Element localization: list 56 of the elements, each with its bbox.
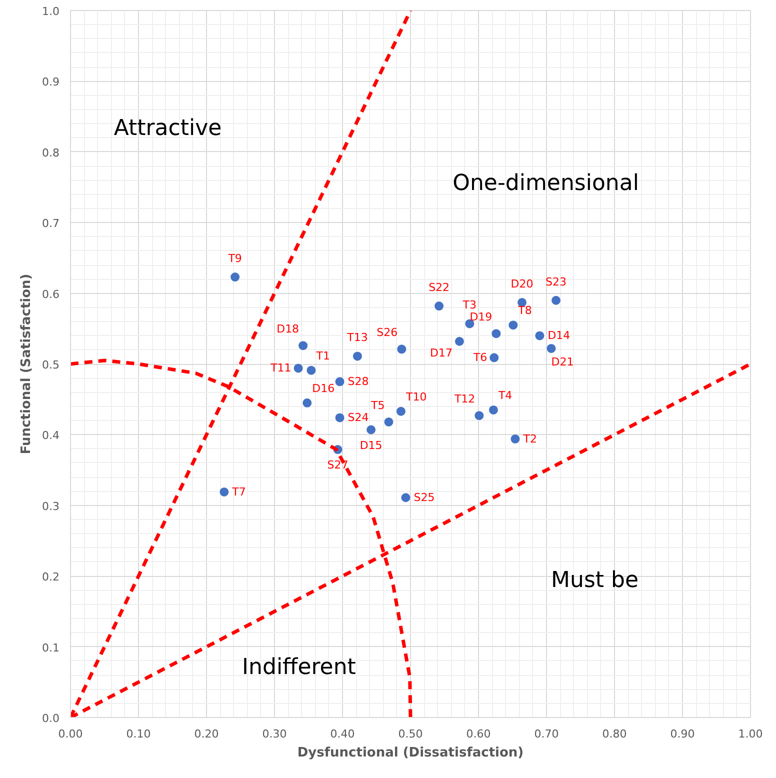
annotation: T10 — [404, 390, 427, 404]
y-tick-label: 0.3 — [42, 500, 60, 513]
annotation: T13 — [346, 331, 368, 344]
annotation: D21 — [551, 355, 574, 368]
annotation: T8 — [517, 304, 532, 318]
annotation: D14 — [548, 329, 570, 342]
annotation: D19 — [470, 310, 492, 324]
annotation: D15 — [360, 438, 382, 452]
annotation: D20 — [510, 277, 534, 290]
y-tick-label: 0.1 — [42, 641, 60, 654]
annotation: One-dimensional — [452, 171, 639, 196]
x-tick-label: 0.60 — [466, 728, 491, 740]
annotation: S26 — [376, 326, 398, 340]
annotation: D16 — [312, 382, 335, 395]
annotation: Indifferent — [242, 654, 356, 680]
y-tick-label: 1.0 — [42, 5, 60, 18]
annotation: Attractive — [114, 116, 222, 142]
x-tick-label: 0.50 — [398, 728, 423, 740]
annotation: D17 — [430, 346, 452, 360]
annotation: T2 — [522, 432, 537, 446]
x-tick-label: 0.90 — [670, 728, 695, 740]
x-axis-title: Dysfunctional (Dissatisfaction) — [297, 746, 524, 760]
x-tick-label: 0.20 — [194, 728, 219, 740]
annotation: S24 — [348, 411, 369, 424]
annotation: S25 — [414, 491, 435, 504]
y-tick-label: 0.4 — [42, 429, 60, 442]
annotation: D18 — [276, 322, 300, 336]
annotation: S28 — [348, 375, 369, 388]
y-tick-label: 0.7 — [42, 217, 60, 230]
y-axis-title: Functional (Satisfaction) — [19, 274, 34, 454]
annotation: T5 — [370, 398, 385, 412]
y-tick-label: 0.8 — [42, 146, 60, 160]
annotation: S27 — [327, 458, 348, 472]
x-tick-label: 0.40 — [330, 728, 355, 740]
y-tick-label: 0.6 — [42, 288, 60, 301]
annotation: Must be — [551, 568, 639, 593]
x-tick-label: 0.00 — [58, 728, 83, 740]
y-tick-label: 0.0 — [42, 712, 60, 725]
y-tick-label: 0.9 — [42, 76, 60, 89]
annotation: T9 — [227, 252, 242, 266]
annotation: T7 — [231, 485, 246, 498]
annotation: T3 — [462, 298, 477, 312]
annotation: T4 — [497, 388, 512, 402]
annotation: T1 — [315, 349, 330, 362]
x-tick-label: 1.00 — [738, 728, 763, 740]
annotation: T11 — [270, 362, 292, 375]
annotation: S22 — [428, 281, 450, 294]
x-tick-label: 0.30 — [262, 728, 287, 740]
annotation: T6 — [472, 351, 488, 364]
x-tick-label: 0.70 — [534, 728, 559, 740]
x-tick-label: 0.80 — [602, 728, 627, 740]
annotation: S23 — [546, 275, 567, 288]
y-tick-label: 0.2 — [42, 570, 60, 584]
x-tick-label: 0.10 — [126, 728, 151, 740]
annotation: T12 — [453, 392, 476, 406]
y-tick-label: 0.5 — [42, 358, 60, 372]
